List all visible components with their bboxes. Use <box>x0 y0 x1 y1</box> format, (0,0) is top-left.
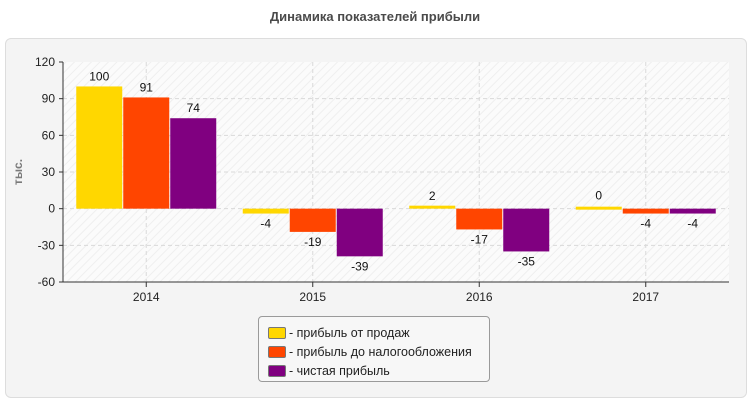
bar <box>336 208 383 257</box>
data-label: -4 <box>640 217 651 231</box>
legend-item-net-profit: - чистая прибыль <box>268 361 489 380</box>
bar <box>123 97 170 209</box>
y-tick-label: -30 <box>38 238 56 252</box>
legend-item-sales-profit: - прибыль от продаж <box>268 323 489 342</box>
data-label: -4 <box>260 217 271 231</box>
y-tick-label: 120 <box>35 55 55 69</box>
legend-swatch-sales-profit <box>268 326 286 339</box>
data-label: -17 <box>471 232 489 246</box>
bar <box>575 206 622 210</box>
data-label: -39 <box>351 259 369 273</box>
y-tick-label: -60 <box>38 275 56 289</box>
bar <box>622 208 669 214</box>
legend-swatch-net-profit <box>268 364 286 377</box>
y-axis-label: тыс. <box>11 159 25 185</box>
legend-swatch-pretax-profit <box>268 345 286 358</box>
y-tick-label: 60 <box>42 128 56 142</box>
y-tick-label: 30 <box>42 165 56 179</box>
legend-label-net-profit: - чистая прибыль <box>289 363 390 378</box>
bar <box>456 208 503 230</box>
data-label: 74 <box>187 101 201 115</box>
data-label: -35 <box>518 254 536 268</box>
data-label: 91 <box>140 80 154 94</box>
data-label: 0 <box>595 189 602 203</box>
chart-legend: - прибыль от продаж - прибыль до налогоо… <box>258 316 490 382</box>
legend-label-sales-profit: - прибыль от продаж <box>289 325 410 340</box>
bar <box>170 118 217 209</box>
bar <box>669 208 716 214</box>
data-label: 100 <box>89 69 109 83</box>
bar <box>289 208 336 232</box>
x-tick-label: 2017 <box>632 290 659 304</box>
x-tick-label: 2016 <box>466 290 493 304</box>
data-label: -4 <box>687 217 698 231</box>
bar <box>503 208 550 252</box>
y-tick-label: 90 <box>42 92 56 106</box>
bar <box>409 205 456 209</box>
legend-label-pretax-profit: - прибыль до налогообложения <box>289 344 472 359</box>
data-label: -19 <box>304 235 322 249</box>
x-tick-label: 2015 <box>299 290 326 304</box>
chart-title: Динамика показателей прибыли <box>269 9 481 24</box>
bar <box>76 86 123 209</box>
y-tick-label: 0 <box>48 202 55 216</box>
legend-item-pretax-profit: - прибыль до налогообложения <box>268 342 489 361</box>
data-label: 2 <box>429 189 436 203</box>
bar <box>242 208 289 214</box>
x-tick-label: 2014 <box>133 290 160 304</box>
